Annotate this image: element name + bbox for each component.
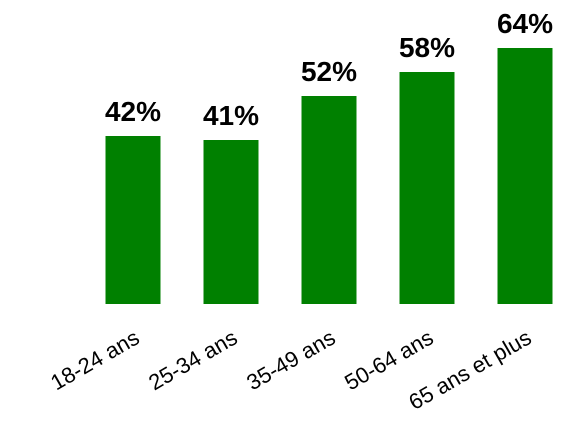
value-labels-group: 42% 41% 52% 58% 64% — [105, 8, 553, 131]
bar-value-label: 58% — [399, 32, 455, 63]
bar-5 — [497, 48, 553, 304]
bar-4 — [399, 72, 455, 304]
category-label: 35-49 ans — [242, 325, 339, 396]
bar-value-label: 64% — [497, 8, 553, 39]
bar-value-label: 52% — [301, 56, 357, 87]
bar-2 — [203, 140, 259, 304]
bars-group — [105, 48, 553, 304]
bar-3 — [301, 96, 357, 304]
bar-value-label: 42% — [105, 96, 161, 127]
category-label: 25-34 ans — [144, 325, 241, 396]
bar-value-label: 41% — [203, 100, 259, 131]
category-label: 18-24 ans — [46, 325, 143, 396]
bar-1 — [105, 136, 161, 304]
